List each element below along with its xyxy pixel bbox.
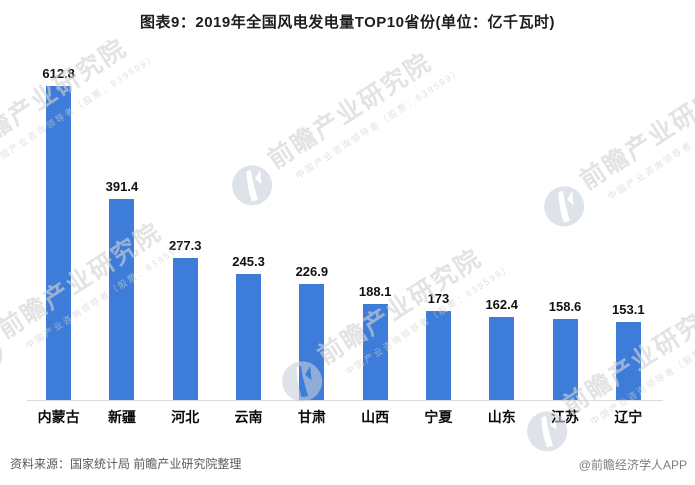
bar-value-label: 391.4 [105,179,139,194]
bar-河北 [172,258,198,400]
bar-slot: 158.6 [533,58,596,400]
bar-slot: 612.8 [27,58,90,400]
x-axis-label-云南: 云南 [234,409,263,425]
x-axis-label-甘肃: 甘肃 [297,409,326,425]
bar-chart-plot-area: 612.8 391.4 277.3 245.3 226.9 188.1 173 162.4 15… [27,58,660,400]
bar-value-label: 188.1 [358,284,392,299]
x-axis-label-新疆: 新疆 [107,409,136,425]
bar-value-label: 158.6 [548,299,582,314]
bar-value-label: 245.3 [232,254,265,269]
chart-title: 图表9：2019年全国风电发电量TOP10省份(单位：亿千瓦时) [140,14,555,31]
x-axis-label-辽宁: 辽宁 [614,409,643,425]
bar-江苏 [552,319,578,400]
bar-value-label: 277.3 [168,238,202,253]
bar-slot: 245.3 [217,58,280,400]
bar-slot: 188.1 [343,58,406,400]
bar-宁夏 [425,311,451,400]
bar-slot: 173 [407,58,470,400]
bar-slot: 153.1 [597,58,660,400]
bar-slot: 277.3 [154,58,217,400]
x-axis-label-河北: 河北 [171,409,200,425]
x-axis-label-江苏: 江苏 [551,409,580,425]
bar-slot: 162.4 [470,58,533,400]
bar-value-label: 226.9 [295,264,329,279]
bar-value-label: 162.4 [485,297,518,312]
bar-value-label: 173 [427,291,450,306]
bar-甘肃 [299,284,325,400]
x-axis-label-山西: 山西 [361,409,390,425]
source-note: 资料来源：国家统计局 前瞻产业研究院整理 [10,457,242,471]
x-axis-label-山东: 山东 [487,409,516,425]
bar-slot: 391.4 [90,58,153,400]
bar-山东 [489,317,515,400]
bar-value-label: 612.8 [42,66,75,81]
credit-note: @前瞻经济学人APP [578,458,687,472]
qianzhan-logo-icon [0,327,12,387]
x-axis-label-宁夏: 宁夏 [424,409,453,425]
bar-山西 [362,304,388,400]
x-axis-label-内蒙古: 内蒙古 [37,409,80,425]
bar-新疆 [109,199,135,400]
bar-value-label: 153.1 [612,302,645,317]
bar-辽宁 [615,322,641,400]
bar-内蒙古 [46,86,72,400]
bar-云南 [236,274,262,400]
x-axis-labels-row: 内蒙古 新疆 河北 云南 甘肃 山西 宁夏 山东 江苏 辽宁 [27,407,660,427]
bar-slot: 226.9 [280,58,343,400]
x-axis-line [27,400,663,401]
